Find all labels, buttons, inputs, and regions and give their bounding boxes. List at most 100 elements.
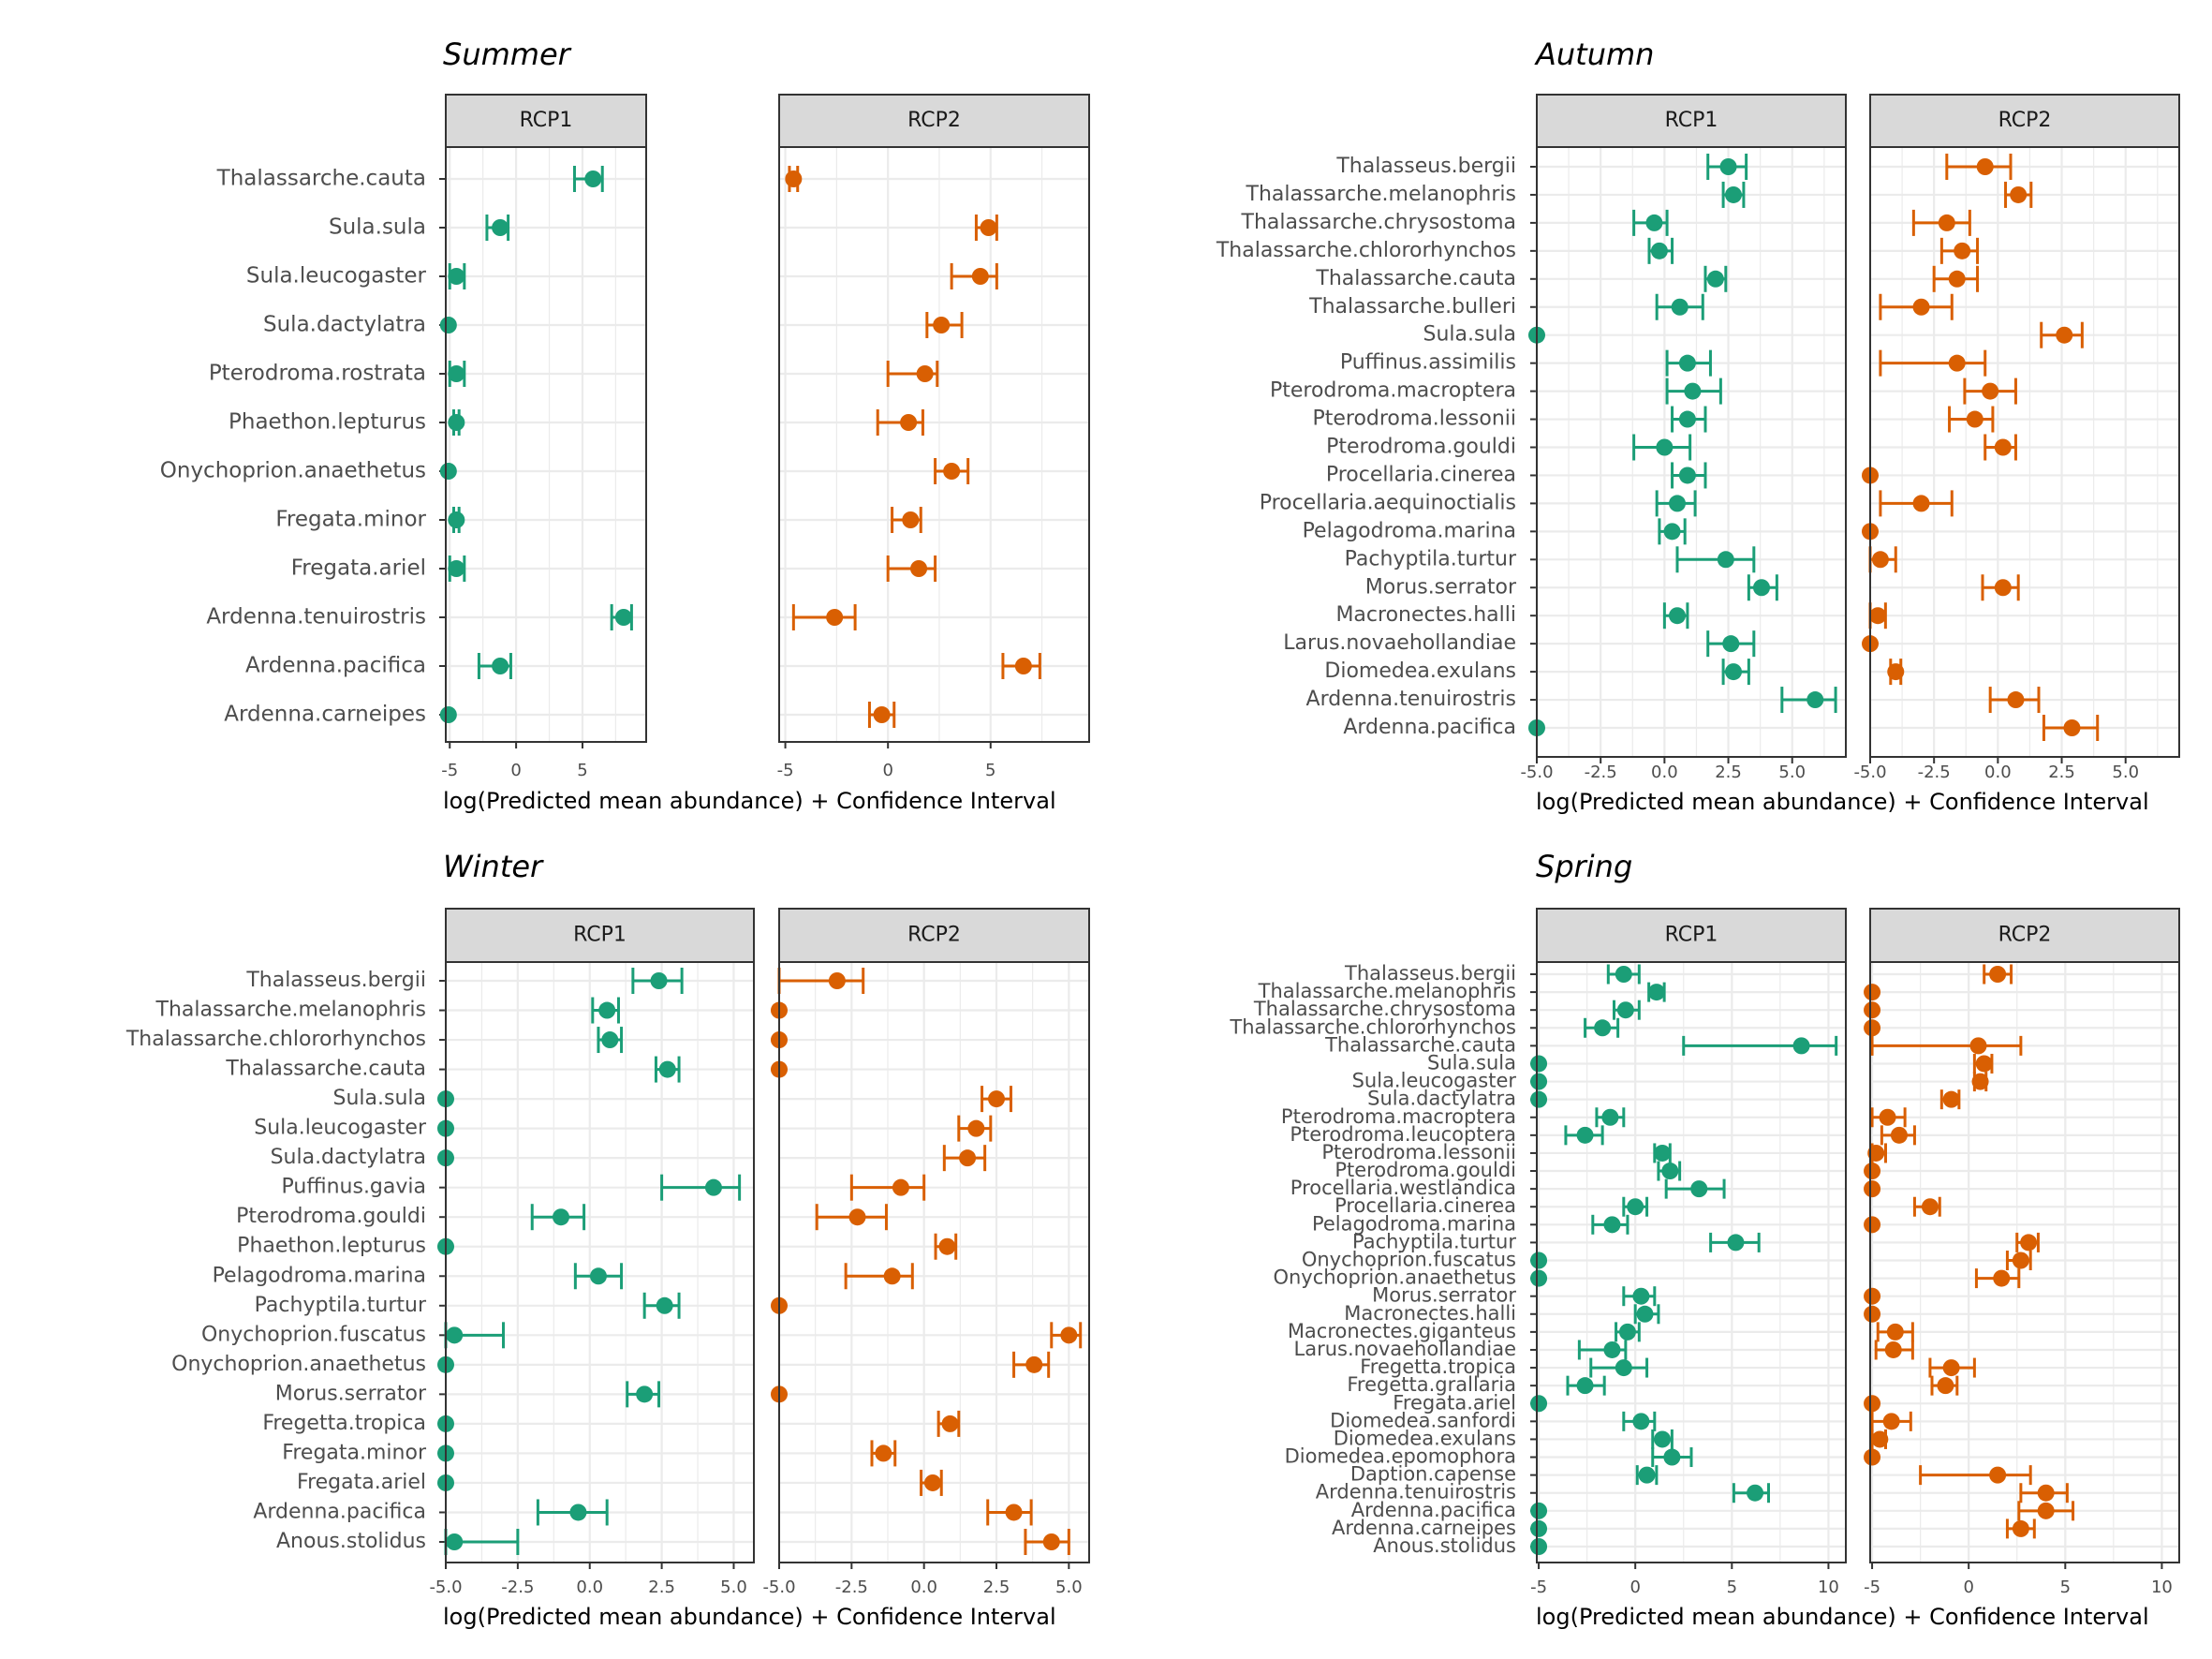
species-label: Macronectes.giganteus [1288, 1320, 1516, 1342]
data-point [1969, 1037, 1987, 1055]
panel-border [778, 146, 1090, 743]
data-point [589, 1267, 607, 1285]
species-label: Thalassarche.chlororhynchos [1216, 239, 1516, 262]
species-label: Sula.leucogaster [246, 264, 427, 289]
species-label: Sula.sula [1423, 323, 1517, 347]
x-tick-label: 5 [577, 761, 587, 780]
x-tick-label: -5.0 [1520, 763, 1553, 782]
x-tick-label: -5.0 [1853, 763, 1886, 782]
species-label: Fregata.minor [275, 508, 426, 532]
x-tick-label: 5.0 [1778, 763, 1806, 782]
facet-strip [778, 908, 1090, 963]
x-tick-label: 10 [2151, 1578, 2173, 1597]
facet-label: RCP2 [907, 109, 961, 132]
facet-strip [1536, 908, 1847, 963]
data-point [1530, 1090, 1548, 1108]
data-point [1650, 242, 1668, 259]
data-point [1656, 438, 1674, 456]
species-label: Thalassarche.cauta [216, 167, 426, 191]
data-point [943, 463, 961, 480]
species-label: Ardenna.pacifica [253, 1500, 426, 1523]
data-point [448, 414, 465, 431]
x-tick-label: -2.5 [835, 1578, 868, 1597]
data-point [1864, 1216, 1881, 1234]
data-point [658, 1060, 676, 1078]
species-label: Anous.stolidus [276, 1530, 426, 1553]
data-point [2012, 1519, 2029, 1537]
data-point [1530, 1073, 1548, 1090]
species-label: Fregata.minor [282, 1441, 427, 1464]
x-tick-label: 2.5 [1715, 763, 1742, 782]
species-label: Thalasseus.bergii [245, 969, 426, 992]
x-tick-label: 5 [1727, 1578, 1737, 1597]
panel-border [778, 961, 1090, 1563]
data-point [1725, 663, 1742, 681]
facet-label: RCP2 [907, 924, 961, 947]
species-label: Ardenna.carneipes [1332, 1517, 1516, 1539]
species-label: Fregetta.grallaria [1347, 1373, 1516, 1396]
data-point [1753, 579, 1770, 597]
data-point [1678, 354, 1696, 372]
chart-summer: Summer Thalassarche.cauta Sula.sula Sula.le… [160, 37, 1090, 814]
data-point [2007, 691, 2025, 709]
species-label: Sula.leucogaster [254, 1117, 427, 1140]
data-point [636, 1385, 654, 1403]
x-tick-label: -2.5 [1585, 763, 1617, 782]
species-label: Sula.dactylatra [1367, 1088, 1516, 1110]
species-label: Phaethon.lepturus [229, 410, 426, 435]
data-point [1989, 1466, 2007, 1484]
data-point [1684, 382, 1702, 400]
species-label: Pterodroma.macroptera [1270, 379, 1516, 403]
data-point [1615, 1359, 1632, 1377]
species-label: Morus.serrator [1365, 575, 1517, 599]
x-tick-label: 5.0 [1055, 1578, 1083, 1597]
data-point [1864, 1287, 1881, 1305]
data-point [2063, 719, 2081, 736]
panel-rcp2: RCP2 -5 0 5 [777, 94, 1090, 780]
species-label: Ardenna.pacifica [1343, 716, 1516, 739]
data-point [1530, 1538, 1548, 1555]
data-point [1632, 1287, 1650, 1305]
species-label: Pterodroma.leucoptera [1290, 1123, 1516, 1146]
data-point [446, 1533, 464, 1550]
species-label: Sula.dactylatra [271, 1146, 426, 1169]
data-point [446, 1326, 464, 1344]
data-point [1627, 1198, 1644, 1216]
data-point [1871, 551, 1889, 569]
data-point [1975, 1055, 1993, 1073]
data-point [910, 560, 928, 577]
data-point [1636, 1305, 1654, 1323]
data-point [1864, 1448, 1881, 1466]
x-tick-label: -2.5 [1918, 763, 1951, 782]
x-tick-label: 5 [2060, 1578, 2071, 1597]
facet-label: RCP1 [520, 109, 573, 132]
data-point [1887, 663, 1905, 681]
data-point [826, 609, 844, 626]
data-point [656, 1296, 673, 1314]
data-point [2020, 1234, 2038, 1252]
data-point [902, 511, 920, 528]
species-label: Thalassarche.bulleri [1308, 295, 1516, 318]
x-tick-label: 0 [510, 761, 521, 780]
x-tick-label: 0 [1630, 1578, 1640, 1597]
data-point [448, 268, 465, 285]
species-label: Thalassarche.cauta [1315, 267, 1516, 290]
species-label: Ardenna.tenuirostris [1306, 688, 1516, 711]
species-label: Thalassarche.chlororhynchos [1229, 1015, 1516, 1038]
facet-strip [445, 94, 647, 148]
data-point [1994, 438, 2012, 456]
species-label: Diomedea.exulans [1334, 1427, 1516, 1449]
species-label: Puffinus.assimilis [1340, 351, 1516, 375]
species-label: Larus.novaehollandiae [1283, 631, 1516, 655]
data-point [988, 1090, 1006, 1108]
data-point [1993, 1269, 2011, 1287]
chart-title: Spring [1536, 849, 1632, 884]
x-tick-label: -5 [1864, 1578, 1880, 1597]
data-point [1638, 1466, 1656, 1484]
x-tick-label: -5 [1530, 1578, 1547, 1597]
data-point [1678, 410, 1696, 428]
species-label: Fregata.ariel [291, 556, 426, 581]
data-point [1601, 1108, 1619, 1126]
data-point [552, 1208, 569, 1226]
species-label: Onychoprion.fuscatus [1302, 1249, 1516, 1271]
